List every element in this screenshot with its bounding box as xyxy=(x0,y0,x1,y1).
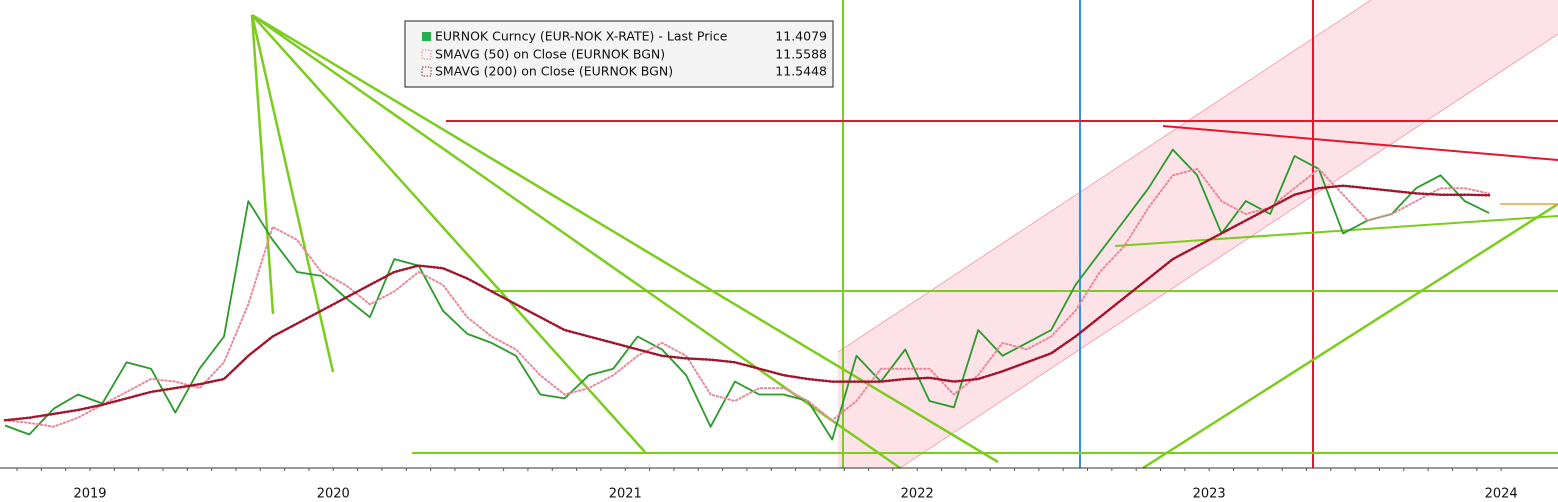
channel-edge xyxy=(837,0,1372,353)
legend-label: EURNOK Curncy (EUR-NOK X-RATE) - Last Pr… xyxy=(435,29,728,44)
legend-box xyxy=(404,20,834,88)
x-tick-label: 2023 xyxy=(1193,487,1226,502)
fan-line xyxy=(251,13,999,464)
channel-edge xyxy=(899,33,1558,469)
x-tick-label: 2021 xyxy=(609,487,642,502)
legend-swatch xyxy=(421,49,432,60)
series-line xyxy=(4,167,1491,428)
trend-line xyxy=(1142,202,1558,470)
legend-label: SMAVG (50) on Close (EURNOK BGN) xyxy=(435,47,665,62)
fan-line xyxy=(250,14,275,315)
x-tick-label: 2019 xyxy=(73,487,106,502)
legend: EURNOK Curncy (EUR-NOK X-RATE) - Last Pr… xyxy=(404,20,834,88)
legend-value: 11.5588 xyxy=(775,47,827,62)
channel xyxy=(838,0,1558,468)
legend-swatch xyxy=(421,66,432,77)
x-tick-label: 2022 xyxy=(901,487,934,502)
fan-line xyxy=(251,14,646,453)
x-tick-label: 2020 xyxy=(317,487,350,502)
series-layer xyxy=(3,148,1491,441)
axis-layer: 2019 2020 2021 2022 2023 2024 xyxy=(16,468,1518,502)
trend-line xyxy=(1162,125,1558,161)
legend-swatch xyxy=(422,32,431,41)
series-line xyxy=(3,184,1491,422)
series-line xyxy=(4,148,1490,441)
legend-value: 11.4079 xyxy=(775,29,827,44)
legend-label: SMAVG (200) on Close (EURNOK BGN) xyxy=(435,64,673,79)
x-tick-label: 2024 xyxy=(1485,487,1518,502)
legend-value: 11.5448 xyxy=(775,64,827,79)
trend-line xyxy=(1114,215,1558,247)
